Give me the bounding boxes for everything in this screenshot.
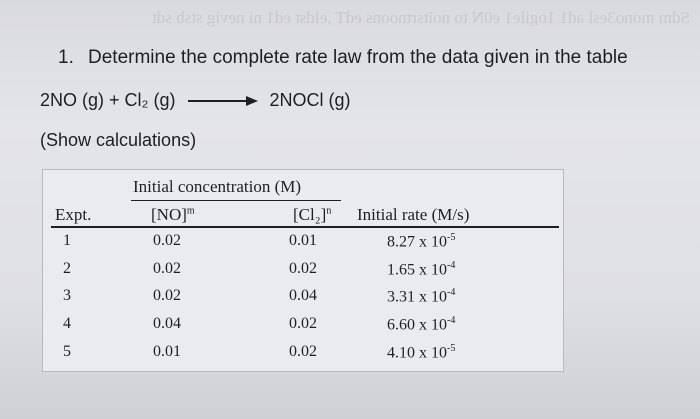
- header-cl2: [Cl₂]n: [293, 205, 332, 224]
- cell-rate: 1.65 x 10-4: [387, 260, 456, 279]
- equation-products: 2NOCl (g): [269, 90, 351, 110]
- cell-expt: 1: [63, 232, 71, 249]
- header-expt: Expt.: [55, 205, 92, 224]
- instruction-text: (Show calculations): [40, 130, 197, 150]
- cell-rate: 3.31 x 10-4: [387, 287, 456, 306]
- bleed-through-text: Sdm mono3esl ad1 1ogile1 e0N to noitsrtn…: [150, 8, 690, 27]
- chemical-equation: 2NO (g) + Cl₂ (g) 2NOCl (g): [40, 90, 351, 111]
- question-number: 1.: [58, 47, 74, 68]
- cell-rate: 6.60 x 10-4: [387, 315, 456, 334]
- reaction-arrow-icon: [187, 95, 258, 106]
- cell-cl2: 0.02: [289, 343, 317, 360]
- cell-cl2: 0.04: [289, 287, 317, 304]
- rate-data-table: Initial concentration (M) Expt. [NO]m [C…: [42, 169, 564, 372]
- cell-expt: 2: [63, 260, 71, 277]
- cell-expt: 5: [63, 343, 71, 360]
- cell-no: 0.02: [153, 287, 181, 304]
- group-header-rule: [131, 200, 341, 201]
- question: 1. Determine the complete rate law from t…: [58, 47, 628, 69]
- cell-no: 0.01: [153, 343, 181, 360]
- header-rule: [51, 226, 559, 228]
- cell-cl2: 0.02: [289, 260, 317, 277]
- question-text: Determine the complete rate law from the…: [88, 47, 628, 68]
- equation-reactants: 2NO (g) + Cl₂ (g): [40, 90, 176, 110]
- header-rate: Initial rate (M/s): [357, 205, 470, 224]
- cell-no: 0.02: [153, 232, 181, 249]
- cell-cl2: 0.01: [289, 232, 317, 249]
- cell-cl2: 0.02: [289, 315, 317, 332]
- cell-no: 0.04: [153, 315, 181, 332]
- cell-rate: 8.27 x 10-5: [387, 232, 456, 251]
- header-no: [NO]m: [151, 205, 195, 224]
- concentration-group-header: Initial concentration (M): [133, 177, 302, 196]
- cell-no: 0.02: [153, 260, 181, 277]
- cell-expt: 4: [63, 315, 71, 332]
- cell-rate: 4.10 x 10-5: [387, 343, 456, 362]
- cell-expt: 3: [63, 287, 71, 304]
